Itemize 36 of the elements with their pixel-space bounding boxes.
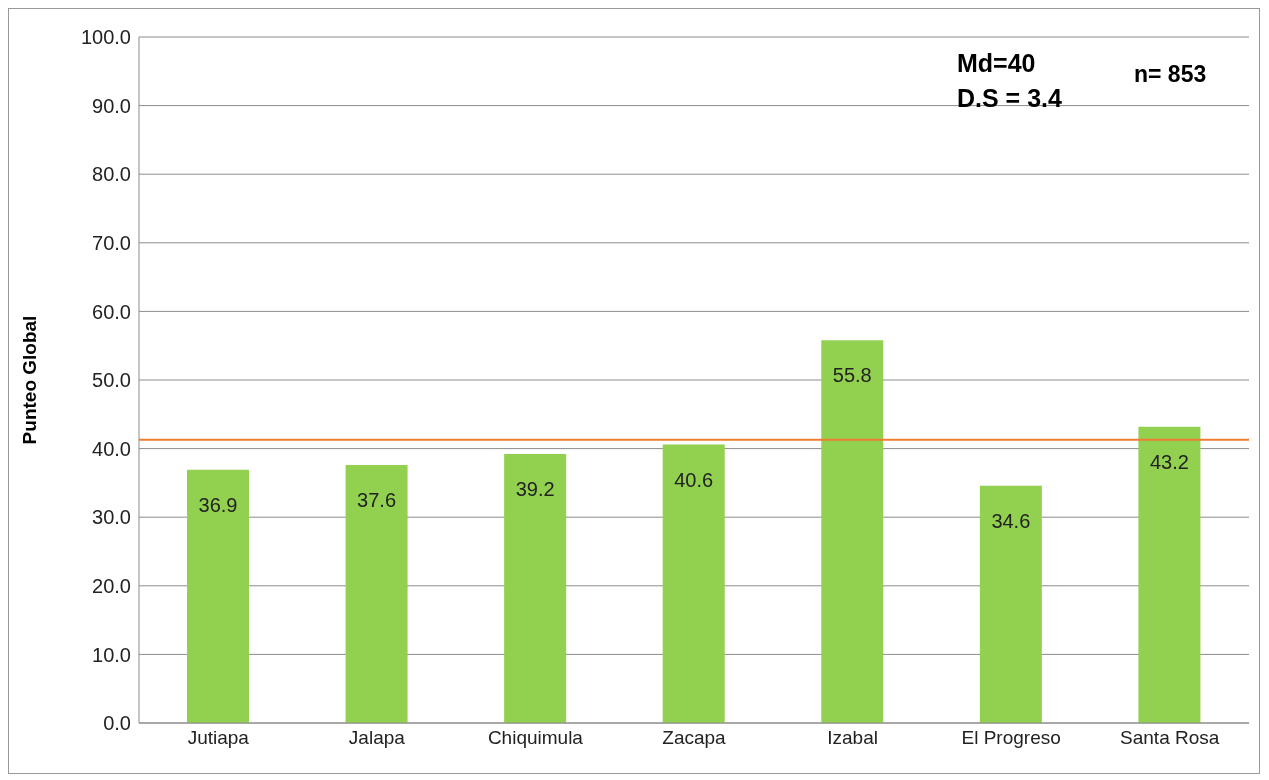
- data-label: 55.8: [832, 364, 872, 387]
- bar: [1138, 426, 1201, 723]
- y-tick-label: 30.0: [92, 506, 131, 529]
- y-tick-label: 20.0: [92, 574, 131, 597]
- data-label: 37.6: [357, 489, 397, 512]
- data-label: 34.6: [991, 509, 1031, 532]
- y-tick-label: 100.0: [80, 26, 131, 49]
- x-tick-label: Zacapa: [662, 727, 727, 749]
- x-tick-label: Chiquimula: [487, 727, 584, 749]
- y-tick-label: 40.0: [92, 437, 131, 460]
- y-tick-label: 60.0: [92, 300, 131, 323]
- y-axis-title: Punteo Global: [18, 315, 40, 445]
- annotation: Md=40: [957, 49, 1036, 78]
- bar: [504, 454, 567, 723]
- y-tick-label: 10.0: [92, 643, 131, 666]
- x-tick-label: Jutiapa: [187, 727, 250, 749]
- y-tick-label: 70.0: [92, 231, 131, 254]
- annotation: D.S = 3.4: [957, 84, 1062, 113]
- x-tick-label: Santa Rosa: [1120, 727, 1220, 749]
- data-label: 39.2: [515, 478, 555, 501]
- bar: [662, 444, 725, 723]
- y-tick-label: 50.0: [92, 369, 131, 392]
- x-tick-label: El Progreso: [961, 727, 1061, 749]
- bar: [979, 485, 1042, 723]
- y-tick-label: 0.0: [103, 712, 131, 735]
- bar: [345, 465, 408, 723]
- data-label: 36.9: [198, 494, 238, 517]
- y-tick-label: 90.0: [92, 94, 131, 117]
- bar: [821, 340, 884, 723]
- data-label: 43.2: [1149, 450, 1189, 473]
- data-label: 40.6: [674, 468, 714, 491]
- y-tick-label: 80.0: [92, 163, 131, 186]
- bar: [187, 469, 249, 723]
- x-tick-label: Izabal: [827, 727, 878, 749]
- x-tick-label: Jalapa: [348, 727, 406, 749]
- annotation: n= 853: [1134, 61, 1207, 88]
